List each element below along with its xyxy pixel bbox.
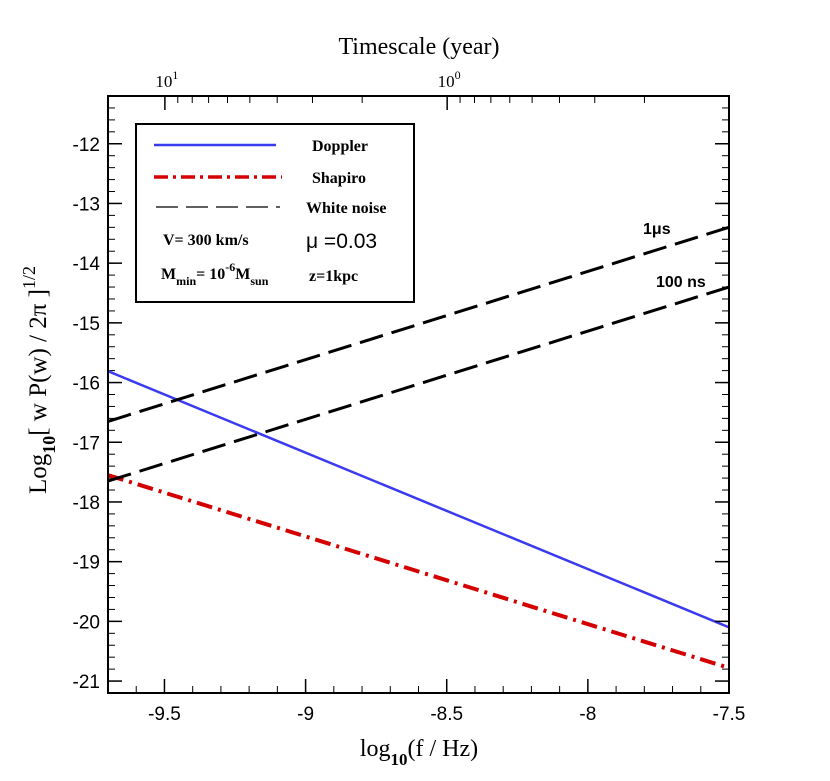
line-label-100ns: 100 ns [656, 274, 706, 291]
legend-label-doppler: Doppler [312, 138, 368, 155]
x-tick-label: -9 [297, 704, 314, 725]
x-label-rest: (f / Hz) [408, 736, 479, 762]
top-tick-label: 100 [438, 68, 461, 91]
x-label-main: log [360, 736, 391, 762]
y-tick-label: -20 [73, 612, 100, 633]
x-tick-label: -8 [579, 704, 596, 725]
legend: Doppler Shapiro White noise V= 300 km/s … [135, 123, 415, 303]
plot-frame [107, 95, 730, 694]
series-line-doppler [108, 370, 729, 629]
mmin-main: M [161, 266, 176, 283]
msun-sub: sun [250, 274, 268, 288]
mmin-eq: = 10 [196, 266, 225, 283]
legend-velocity: V= 300 km/s [163, 232, 249, 249]
y-label-main: Log [25, 453, 52, 494]
y-tick-label: -16 [73, 374, 100, 395]
series-layer [108, 225, 729, 670]
mmin-exp: -6 [225, 260, 235, 274]
chart-title: Timescale (year) [338, 34, 499, 60]
y-label-rest: [ w P(w) / 2π ] [25, 289, 52, 436]
top-tick-exp: 1 [172, 68, 178, 82]
y-tick-label: -17 [73, 433, 100, 454]
series-line-100-ns [108, 285, 729, 483]
y-label-sub: 10 [39, 436, 59, 454]
y-tick-label: -12 [73, 135, 100, 156]
x-label-sub: 10 [391, 750, 408, 769]
top-tick-label: 101 [155, 68, 178, 91]
y-tick-label: -15 [73, 314, 100, 335]
top-tick-exp: 0 [455, 68, 461, 82]
legend-label-white-noise: White noise [306, 200, 386, 217]
x-axis-label: log10(f / Hz) [360, 736, 478, 769]
y-tick-label: -14 [73, 254, 101, 275]
y-tick-label: -18 [73, 493, 100, 514]
legend-mmin: Mmin= 10-6Msun [161, 260, 269, 288]
legend-label-shapiro: Shapiro [312, 170, 366, 187]
series-line-shapiro [108, 473, 729, 670]
major-ticks [108, 96, 730, 693]
y-tick-label: -21 [73, 672, 100, 693]
x-tick-label: -9.5 [148, 704, 181, 725]
top-tick-base: 10 [438, 72, 455, 91]
top-tick-base: 10 [155, 72, 172, 91]
series-line-1-s [108, 225, 729, 423]
msun-main: M [235, 266, 250, 283]
y-label-sup: 1/2 [19, 266, 39, 289]
legend-distance: z=1kpc [309, 268, 358, 285]
x-tick-label: -7.5 [713, 704, 746, 725]
y-tick-label: -19 [73, 553, 100, 574]
legend-mu: μ =0.03 [306, 230, 377, 253]
mmin-sub: min [176, 274, 196, 288]
y-tick-label: -13 [73, 194, 100, 215]
line-label-1us: 1μs [643, 221, 671, 238]
y-axis-label: Log10[ w P(w) / 2π ]1/2 [19, 266, 59, 494]
x-tick-label: -8.5 [430, 704, 463, 725]
legend-box [135, 123, 415, 303]
tick-labels: -9.5 -9 -8.5 -8 -7.5 -21 -20 -19 -18 -17 -16 -15 -14… [73, 68, 746, 725]
